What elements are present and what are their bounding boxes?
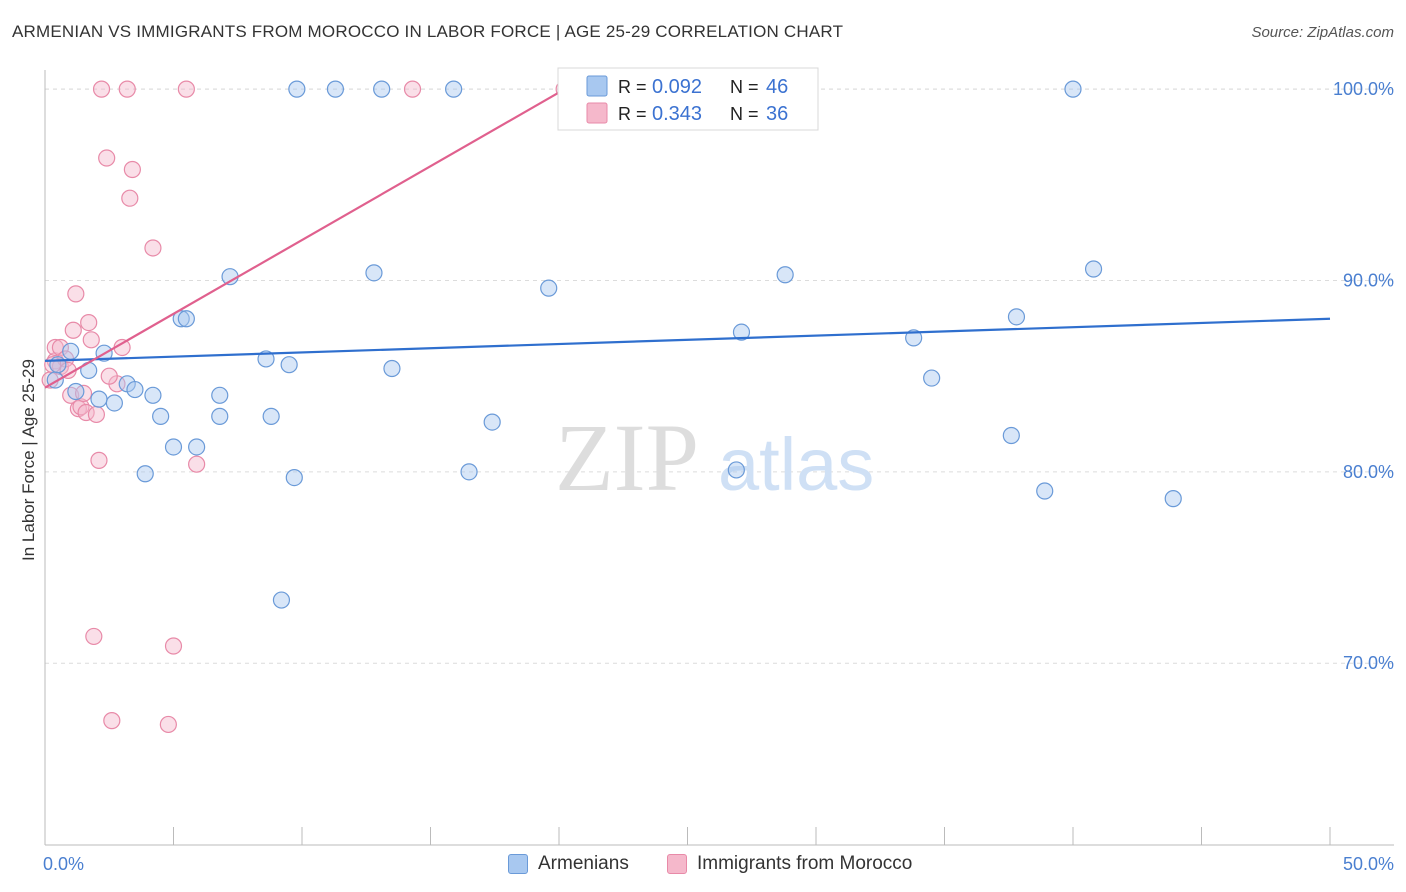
armenian-point (126, 380, 144, 399)
morocco-point (69, 400, 88, 418)
y-axis-label: In Labor Force | Age 25-29 (19, 359, 38, 561)
legend-r-value-morocco: 0.343 (652, 103, 702, 125)
morocco-point (123, 160, 141, 179)
legend-n-label-armenians: N = (730, 77, 759, 97)
x-tick-label-start: 0.0% (43, 854, 84, 874)
axes (44, 70, 1394, 846)
armenian-point (383, 359, 401, 378)
armenian-point (923, 369, 941, 387)
morocco-point (80, 313, 98, 332)
armenian-point (460, 463, 478, 481)
legend-r-label-armenians: R = (618, 77, 647, 97)
bottom-legend-armenians: Armenians (508, 853, 629, 875)
armenian-point (280, 356, 298, 374)
watermark-zip: ZIP (555, 404, 699, 511)
armenian-point (211, 407, 229, 425)
morocco-point (103, 712, 121, 730)
armenian-point (211, 386, 229, 404)
armenians-trend-line (44, 317, 1331, 362)
y-tick-label: 80.0% (1343, 462, 1394, 482)
tick-labels: 100.0% 90.0% 80.0% 70.0% 0.0% 50.0% (43, 79, 1394, 874)
legend-n-value-morocco: 36 (766, 103, 788, 125)
armenian-point (365, 264, 383, 282)
chart-title: ARMENIAN VS IMMIGRANTS FROM MOROCCO IN L… (12, 22, 844, 41)
armenian-point (62, 342, 80, 360)
y-tick-label: 90.0% (1343, 270, 1394, 290)
trend-lines (44, 76, 1331, 389)
armenian-point (727, 461, 745, 479)
morocco-point (82, 331, 100, 349)
armenian-point (1002, 426, 1020, 445)
morocco-point (87, 405, 106, 424)
bottom-legend-swatch-armenians (508, 854, 528, 874)
armenian-point (1036, 482, 1054, 500)
bottom-legend-label-morocco: Immigrants from Morocco (697, 853, 913, 874)
armenian-point (776, 266, 794, 284)
armenian-point (905, 329, 923, 347)
armenian-point (164, 438, 183, 456)
morocco-point (77, 403, 95, 422)
legend-n-label-morocco: N = (730, 104, 759, 124)
armenian-point (483, 413, 501, 431)
armenian-point (177, 310, 195, 328)
y-tick-label: 70.0% (1343, 653, 1394, 673)
legend-n-value-armenians: 46 (766, 76, 788, 98)
bottom-legend-label-armenians: Armenians (538, 853, 629, 874)
legend-swatch-armenians (586, 75, 608, 97)
armenian-point (288, 80, 306, 98)
armenian-point (1164, 490, 1182, 508)
morocco-point (403, 80, 422, 98)
armenian-point (144, 386, 162, 404)
legend-box: R = 0.092 N = 46 R = 0.343 N = 36 (557, 67, 819, 131)
morocco-point (85, 627, 103, 646)
armenian-point (257, 350, 275, 368)
armenian-point (188, 438, 206, 456)
armenian-point (1007, 308, 1026, 326)
armenian-point (373, 80, 391, 98)
armenian-point (67, 382, 85, 401)
morocco-point (64, 321, 82, 339)
morocco-point (118, 80, 136, 98)
armenian-point (272, 591, 291, 609)
armenian-point (326, 80, 345, 98)
armenian-point (540, 279, 558, 297)
morocco-point (188, 455, 206, 473)
armenian-point (90, 390, 108, 408)
morocco-point (177, 80, 195, 98)
source-label: Source: ZipAtlas.com (1251, 24, 1394, 41)
morocco-point (92, 80, 111, 98)
armenian-point (152, 407, 170, 425)
bottom-legend: Armenians Immigrants from Morocco (0, 850, 1406, 880)
morocco-point (90, 451, 108, 469)
armenian-point (285, 468, 303, 487)
morocco-point (121, 189, 139, 207)
bottom-legend-swatch-morocco (667, 854, 687, 874)
armenian-point (1064, 80, 1082, 98)
bottom-legend-morocco: Immigrants from Morocco (667, 853, 912, 875)
armenian-point (445, 80, 463, 98)
morocco-point (67, 285, 85, 303)
legend-r-value-armenians: 0.092 (652, 76, 702, 98)
watermark-atlas: atlas (718, 423, 874, 506)
armenian-point (136, 465, 154, 483)
morocco-trend-line (44, 76, 586, 389)
armenian-point (262, 407, 280, 425)
x-tick-label-end: 50.0% (1343, 854, 1394, 874)
legend-r-label-morocco: R = (618, 104, 647, 124)
y-tick-label: 100.0% (1333, 79, 1394, 99)
grid (45, 88, 1395, 664)
morocco-point (164, 637, 183, 655)
armenian-point (49, 356, 67, 374)
armenian-point (732, 323, 751, 341)
morocco-point (100, 367, 118, 385)
legend-swatch-morocco (586, 102, 608, 124)
morocco-point (144, 239, 162, 257)
armenian-point (172, 310, 190, 328)
armenian-point (105, 394, 123, 412)
armenian-point (1084, 260, 1103, 278)
morocco-point (159, 715, 177, 734)
morocco-point (98, 149, 116, 167)
armenian-points (46, 80, 1182, 609)
